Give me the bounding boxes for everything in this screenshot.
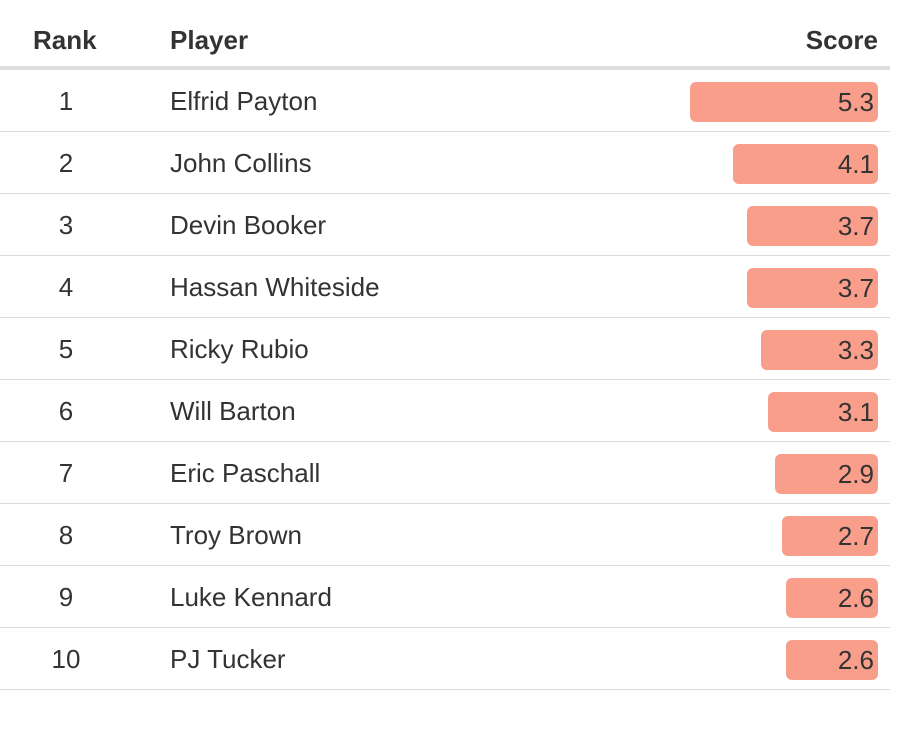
score-bar <box>690 82 878 122</box>
score-bar <box>786 640 878 680</box>
score-bar <box>733 144 878 184</box>
rank-cell: 8 <box>58 520 74 550</box>
table-header: Rank Player Score <box>0 0 890 70</box>
player-cell: Will Barton <box>170 396 296 426</box>
table-row: 1 Elfrid Payton 5.3 <box>0 70 890 132</box>
rank-cell: 4 <box>58 272 74 302</box>
table-row: 4 Hassan Whiteside 3.7 <box>0 256 890 318</box>
table-row: 9 Luke Kennard 2.6 <box>0 566 890 628</box>
player-cell: John Collins <box>170 148 312 178</box>
score-label: 5.3 <box>837 87 874 117</box>
score-table: Rank Player Score 1 Elfrid Payton 5.3 2 John… <box>0 0 890 690</box>
table-row: 7 Eric Paschall 2.9 <box>0 442 890 504</box>
score-bar <box>782 516 878 556</box>
score-bar <box>768 392 878 432</box>
table-row: 5 Ricky Rubio 3.3 <box>0 318 890 380</box>
score-label: 2.6 <box>837 583 874 613</box>
table-row: 10 PJ Tucker 2.6 <box>0 628 890 690</box>
score-label: 3.3 <box>837 335 874 365</box>
score-bar <box>775 454 878 494</box>
score-label: 3.1 <box>837 397 874 427</box>
table-body: 1 Elfrid Payton 5.3 2 John Collins 4.1 3 Devin … <box>0 70 890 690</box>
score-bar <box>761 330 878 370</box>
score-label: 3.7 <box>837 211 874 241</box>
rank-cell: 7 <box>58 458 74 488</box>
score-label: 4.1 <box>837 149 874 179</box>
table-row: 8 Troy Brown 2.7 <box>0 504 890 566</box>
player-cell: Eric Paschall <box>170 458 321 488</box>
player-cell: Luke Kennard <box>170 582 332 612</box>
table-row: 3 Devin Booker 3.7 <box>0 194 890 256</box>
score-bar <box>786 578 878 618</box>
rank-cell: 3 <box>58 210 74 240</box>
rank-cell: 1 <box>58 86 74 116</box>
table-row: 2 John Collins 4.1 <box>0 132 890 194</box>
score-label: 2.9 <box>837 459 874 489</box>
header-player: Player <box>170 25 249 55</box>
score-label: 2.6 <box>837 645 874 675</box>
rank-cell: 2 <box>58 148 74 178</box>
score-label: 2.7 <box>837 521 874 551</box>
rank-cell: 5 <box>58 334 74 364</box>
table-row: 6 Will Barton 3.1 <box>0 380 890 442</box>
player-cell: Elfrid Payton <box>170 86 318 116</box>
player-cell: PJ Tucker <box>170 644 286 674</box>
player-cell: Hassan Whiteside <box>170 272 380 302</box>
score-bar <box>747 268 878 308</box>
score-label: 3.7 <box>837 273 874 303</box>
player-cell: Devin Booker <box>170 210 327 240</box>
header-rank: Rank <box>33 25 97 55</box>
score-bar <box>747 206 878 246</box>
header-score: Score <box>805 25 878 55</box>
rank-cell: 9 <box>58 582 74 612</box>
player-cell: Troy Brown <box>170 520 302 550</box>
player-cell: Ricky Rubio <box>170 334 309 364</box>
rank-cell: 10 <box>51 644 81 674</box>
rank-cell: 6 <box>58 396 74 426</box>
